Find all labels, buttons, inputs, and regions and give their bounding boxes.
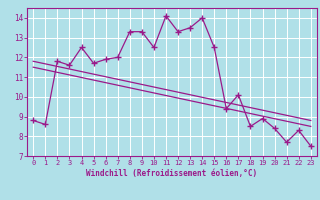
X-axis label: Windchill (Refroidissement éolien,°C): Windchill (Refroidissement éolien,°C) [86,169,258,178]
